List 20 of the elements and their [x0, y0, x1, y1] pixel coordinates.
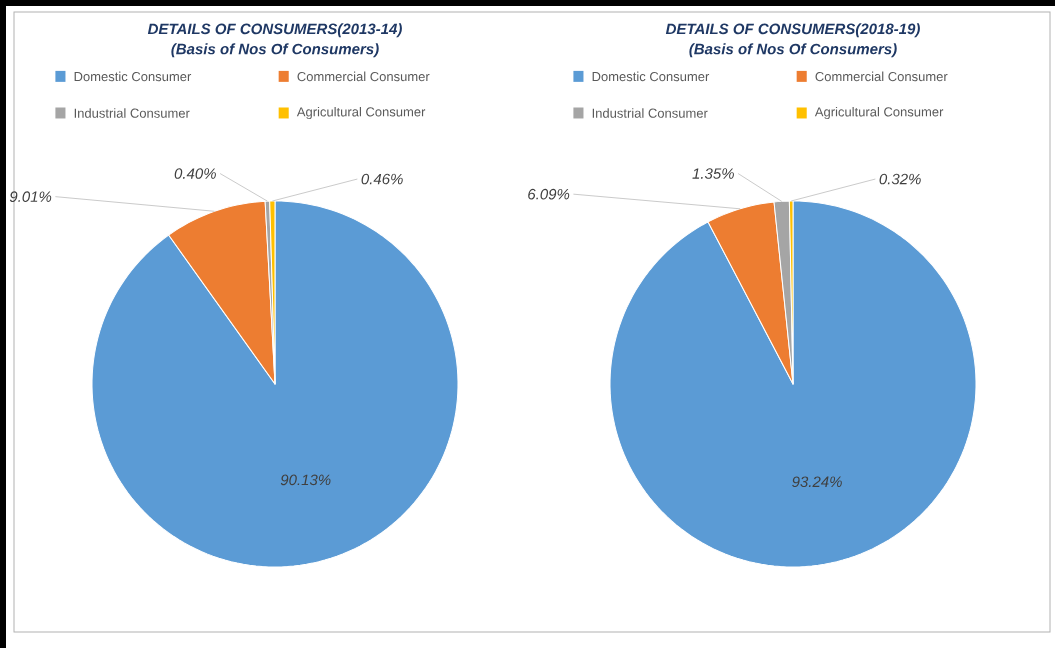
chart-title: DETAILS OF CONSUMERS(2013-14) [147, 23, 402, 38]
data-label: 1.35% [692, 168, 734, 179]
legend-label: Agricultural Consumer [814, 106, 944, 120]
data-label: 90.13% [280, 474, 331, 486]
legend-label: Agricultural Consumer [296, 106, 426, 120]
legend-label: Industrial Consumer [592, 108, 708, 118]
data-label: 0.46% [361, 173, 403, 185]
legend-label: Domestic Consumer [592, 71, 710, 82]
data-label: 6.09% [528, 188, 570, 200]
chart-subtitle: (Basis of Nos Of Consumers) [689, 43, 897, 58]
data-label: 0.40% [174, 168, 216, 179]
legend-label: Commercial Consumer [815, 71, 948, 82]
legend-label: Domestic Consumer [74, 71, 192, 82]
data-label: 93.24% [792, 476, 842, 488]
data-label: 0.32% [879, 173, 921, 185]
data-label: 9.01% [9, 191, 52, 202]
chart-subtitle: (Basis of Nos Of Consumers) [171, 43, 379, 58]
legend-label: Industrial Consumer [74, 108, 190, 118]
chart-title: DETAILS OF CONSUMERS(2018-19) [665, 23, 920, 38]
legend-label: Commercial Consumer [297, 71, 430, 82]
